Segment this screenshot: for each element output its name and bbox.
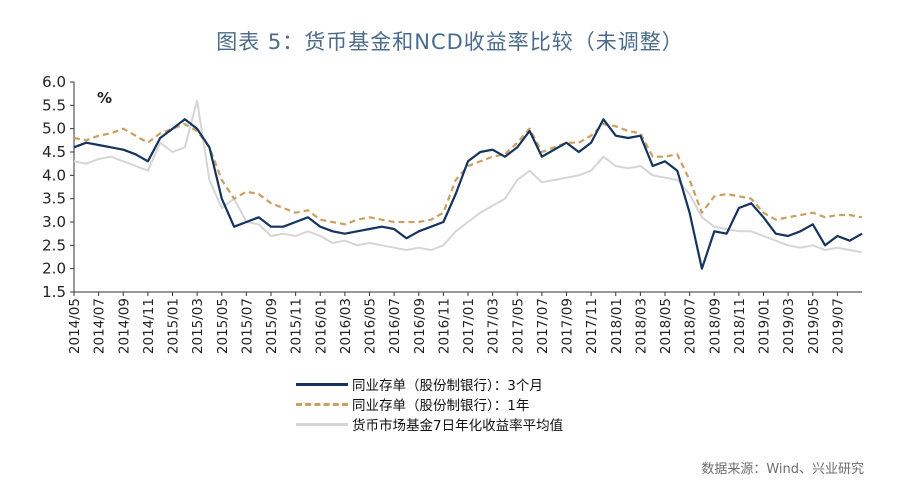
x-tick-label: 2017/01 — [461, 298, 477, 354]
y-tick-label: 6.0 — [42, 73, 66, 91]
y-tick-label: 5.5 — [42, 96, 66, 114]
legend-item-1: 同业存单（股份制银行）：3个月 — [296, 374, 716, 394]
x-tick-label: 2018/03 — [633, 298, 649, 354]
x-tick-label: 2014/09 — [116, 298, 132, 354]
y-unit-label: % — [97, 89, 112, 107]
x-tick-label: 2015/01 — [166, 298, 182, 354]
chart-title: 图表 5：货币基金和NCD收益率比较（未调整） — [216, 30, 684, 54]
legend-item-2: 同业存单（股份制银行）：1年 — [296, 394, 716, 414]
chart-tick-labels: 6.0 5.5 5.0 4.5 4.0 3.5 3.0 2.5 2.0 1.5% 2014/05 20… — [42, 73, 846, 354]
y-tick-label: 2.5 — [42, 236, 66, 254]
data-source-note: 数据来源：Wind、兴业研究 — [701, 462, 864, 477]
legend-swatch-2 — [296, 403, 348, 406]
x-tick-label: 2018/05 — [658, 298, 674, 354]
y-tick-label: 4.5 — [42, 143, 66, 161]
x-tick-label: 2016/11 — [436, 298, 452, 354]
x-tick-label: 2016/09 — [412, 298, 428, 354]
x-tick-label: 2019/05 — [806, 298, 822, 354]
x-tick-label: 2017/03 — [486, 298, 502, 354]
y-tick-label: 4.0 — [42, 166, 66, 184]
x-tick-label: 2017/07 — [535, 298, 551, 354]
x-tick-label: 2019/03 — [781, 298, 797, 354]
chart-series — [73, 99, 863, 270]
legend-label-2: 同业存单（股份制银行）：1年 — [352, 398, 530, 414]
x-tick-label: 2017/11 — [584, 298, 600, 354]
x-tick-label: 2016/01 — [313, 298, 329, 354]
x-tick-label: 2016/03 — [338, 298, 354, 354]
y-tick-label: 2.0 — [42, 260, 66, 278]
y-tick-label: 5.0 — [42, 120, 66, 138]
y-tick-label: 1.5 — [42, 283, 66, 301]
y-tick-label: 3.0 — [42, 213, 66, 231]
x-tick-label: 2015/07 — [239, 298, 255, 354]
x-tick-label: 2015/09 — [264, 298, 280, 354]
series-line-3 — [73, 99, 863, 254]
y-tick-label: 3.5 — [42, 190, 66, 208]
x-tick-label: 2019/07 — [830, 298, 846, 354]
x-tick-label: 2018/01 — [609, 298, 625, 354]
series-line-1 — [73, 118, 863, 270]
x-tick-label: 2016/05 — [363, 298, 379, 354]
x-tick-label: 2014/11 — [141, 298, 157, 354]
x-tick-label: 2014/05 — [67, 298, 83, 354]
x-tick-label: 2018/09 — [707, 298, 723, 354]
x-tick-label: 2018/07 — [683, 298, 699, 354]
chart-axes — [70, 81, 862, 296]
x-tick-label: 2019/01 — [757, 298, 773, 354]
legend-item-3: 货币市场基金7日年化收益率平均值 — [296, 414, 716, 434]
x-tick-label: 2017/09 — [560, 298, 576, 354]
legend-swatch-1 — [296, 383, 348, 386]
x-tick-label: 2015/05 — [215, 298, 231, 354]
legend-label-1: 同业存单（股份制银行）：3个月 — [352, 378, 543, 394]
legend-label-3: 货币市场基金7日年化收益率平均值 — [352, 418, 564, 434]
x-tick-label: 2015/03 — [190, 298, 206, 354]
x-tick-label: 2015/11 — [289, 298, 305, 354]
x-tick-label: 2017/05 — [510, 298, 526, 354]
legend-swatch-3 — [296, 423, 348, 426]
x-tick-label: 2014/07 — [92, 298, 108, 354]
x-tick-label: 2018/11 — [732, 298, 748, 354]
series-line-2 — [73, 122, 863, 226]
x-tick-label: 2016/07 — [387, 298, 403, 354]
